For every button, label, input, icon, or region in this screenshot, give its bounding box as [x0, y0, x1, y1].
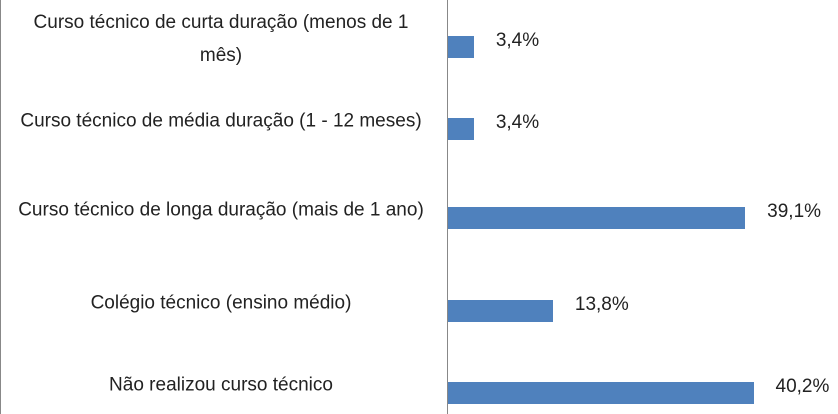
bar — [448, 118, 474, 140]
value-label: 39,1% — [767, 201, 822, 222]
axis-line — [447, 0, 448, 414]
bar — [448, 300, 553, 322]
value-label: 13,8% — [574, 294, 629, 315]
value-label: 3,4% — [495, 112, 540, 133]
value-label: 40,2% — [775, 376, 830, 397]
category-label: Curso técnico de longa duração (mais de … — [18, 199, 424, 221]
bar — [448, 382, 754, 404]
value-label: 3,4% — [495, 30, 540, 51]
bar — [448, 207, 746, 229]
bar — [448, 36, 474, 58]
category-label: Curso técnico de curta duração (menos de… — [33, 12, 409, 66]
category-label: Colégio técnico (ensino médio) — [90, 292, 352, 314]
category-label: Não realizou curso técnico — [109, 374, 333, 396]
category-label: Curso técnico de média duração (1 - 12 m… — [20, 110, 422, 132]
